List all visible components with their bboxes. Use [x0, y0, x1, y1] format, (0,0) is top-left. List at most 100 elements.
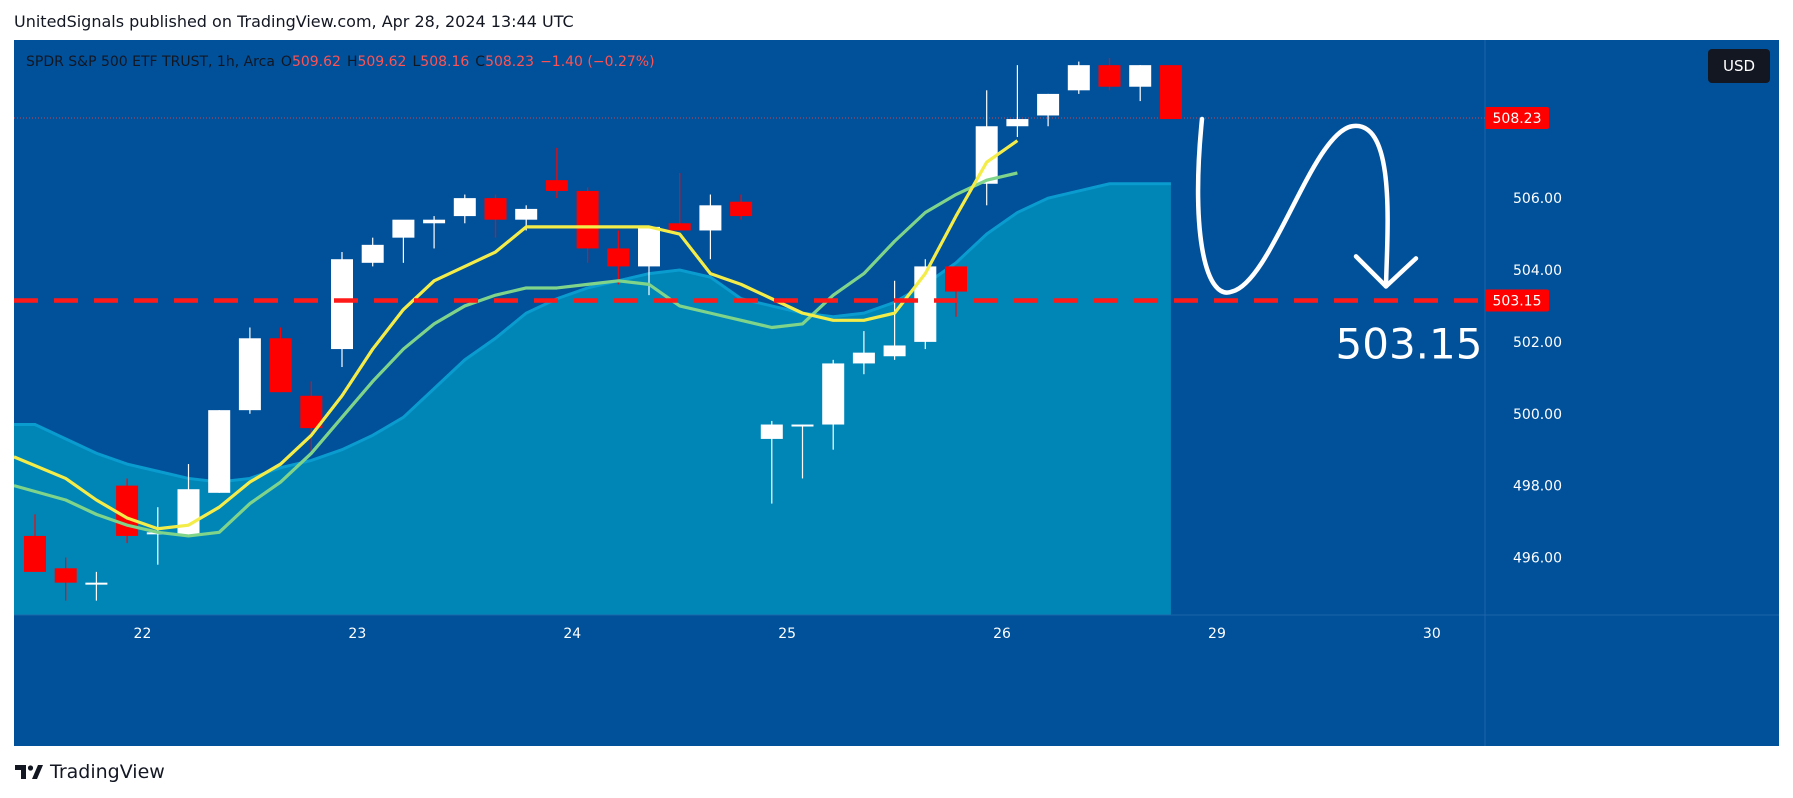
candle-body [822, 363, 845, 425]
x-tick-label: 25 [778, 626, 796, 642]
grid-layer [14, 40, 1779, 746]
area-layer [14, 182, 1171, 615]
candle [791, 424, 814, 479]
candle-body [638, 226, 660, 267]
candle [392, 219, 415, 263]
candle-body [361, 244, 384, 263]
candle [822, 359, 845, 450]
area-outline [14, 182, 1171, 484]
candle [852, 331, 875, 375]
candle [1159, 65, 1182, 120]
candle-layer [24, 57, 1182, 601]
target-price-badge: 503.15 [1485, 289, 1549, 312]
x-tick-label: 23 [348, 626, 366, 642]
candle-body [1067, 65, 1090, 91]
legend-symbol: SPDR S&P 500 ETF TRUST, 1h, Arca [26, 54, 275, 70]
candle [1129, 65, 1152, 102]
candle [238, 327, 261, 414]
fast-ma-line [13, 139, 1019, 531]
candle [361, 237, 384, 267]
target-annotation: 503.15 [1336, 320, 1483, 369]
candle-body [699, 205, 722, 231]
legend-close: C508.23 [475, 54, 535, 70]
candle [423, 216, 446, 249]
legend-change: −1.40 (−0.27%) [540, 54, 655, 70]
candle [607, 230, 630, 285]
ohlc-legend: SPDR S&P 500 ETF TRUST, 1h, Arca O509.62… [26, 54, 655, 70]
x-tick-label: 24 [563, 626, 581, 642]
candle-body [1037, 93, 1060, 116]
footer: TradingView [14, 760, 165, 784]
candle [699, 194, 722, 260]
candle [300, 381, 323, 454]
y-tick-label: 502.00 [1513, 335, 1562, 351]
candle-body [545, 180, 568, 191]
candle [945, 266, 967, 317]
wave-arrow-path [1195, 116, 1390, 295]
candle [24, 514, 46, 572]
currency-button[interactable]: USD [1708, 49, 1770, 83]
candle-body [1159, 65, 1182, 120]
candle [116, 478, 139, 544]
candle [269, 327, 292, 393]
candle-body [208, 410, 231, 493]
candle [1037, 93, 1060, 127]
axis-layer: 496.00 498.00 500.00 502.00 504.00 506.00 22 23… [134, 106, 1562, 642]
candle-body [24, 535, 46, 572]
candle [730, 194, 753, 220]
last-price-badge-bg [1485, 106, 1549, 129]
candle [85, 571, 108, 601]
ma-layer [13, 139, 1019, 538]
candle-body [791, 424, 814, 427]
candle [545, 147, 568, 199]
candle-body [238, 338, 261, 411]
candle [883, 280, 906, 360]
y-tick-label: 504.00 [1513, 263, 1562, 279]
last-price-badge-text: 508.23 [1493, 111, 1542, 127]
candle-body [177, 489, 200, 536]
candle [331, 252, 353, 368]
chart-area[interactable]: 496.00 498.00 500.00 502.00 504.00 506.00 22 23… [13, 40, 1779, 746]
x-tick-label: 30 [1423, 626, 1441, 642]
y-tick-label: 496.00 [1513, 551, 1562, 567]
y-tick-label: 506.00 [1513, 191, 1562, 207]
candle-body [453, 198, 476, 217]
footer-brand[interactable]: TradingView [50, 761, 165, 783]
candle-body [1129, 65, 1152, 87]
publisher-line: UnitedSignals published on TradingView.c… [14, 12, 574, 31]
candle-body [607, 248, 630, 267]
legend-high: H509.62 [346, 54, 407, 70]
x-tick-label: 29 [1208, 626, 1226, 642]
candle [668, 172, 691, 231]
candle-body [269, 338, 292, 393]
arrow-head-icon [1353, 254, 1419, 289]
candle [54, 557, 77, 601]
y-tick-label: 498.00 [1513, 479, 1562, 495]
candle [484, 194, 507, 238]
candle-body [668, 223, 691, 231]
tradingview-logo-icon[interactable] [14, 763, 44, 781]
candle [1067, 61, 1090, 94]
x-tick-label: 22 [134, 626, 152, 642]
candle [760, 420, 783, 504]
candle [208, 410, 231, 493]
candle-body [1098, 65, 1121, 87]
target-price-badge-text: 503.15 [1493, 294, 1542, 310]
candle [576, 187, 599, 263]
candle-body [852, 352, 875, 364]
legend-low: L508.16 [412, 54, 470, 70]
candle-body [945, 266, 967, 292]
last-price-badge: 508.23 [1485, 106, 1549, 129]
candle-body [392, 219, 415, 238]
candle-body [85, 582, 108, 585]
candle-body [730, 201, 753, 217]
candle-body [515, 208, 538, 220]
candle-body [914, 266, 937, 342]
price-chart[interactable]: 496.00 498.00 500.00 502.00 504.00 506.00 22 23… [13, 40, 1779, 746]
candle-body [1006, 119, 1029, 127]
target-price-badge-bg [1485, 289, 1549, 312]
candle-body [331, 259, 353, 350]
candle-body [54, 568, 77, 583]
candle-body [484, 198, 507, 220]
area-fill [14, 183, 1171, 615]
